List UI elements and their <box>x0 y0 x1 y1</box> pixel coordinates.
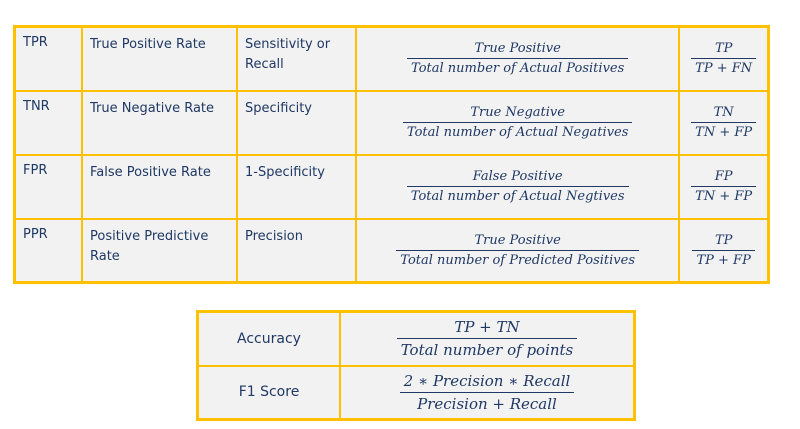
formula-numerator: True Positive <box>474 232 561 248</box>
summary-denominator: Precision + Recall <box>399 391 575 413</box>
formula-denominator: Total number of Actual Positives <box>407 58 629 76</box>
metric-abbreviation: PPR <box>13 217 83 284</box>
summary-formula: 2 ∗ Precision ∗ Recall Precision + Recal… <box>339 364 636 421</box>
metric-alias: Sensitivity or Recall <box>236 25 357 92</box>
formula-fraction: True Negative Total number of Actual Neg… <box>402 105 633 140</box>
short-numerator: TP <box>714 232 733 248</box>
short-fraction: FP TN + FP <box>691 169 757 204</box>
metric-abbreviation: TPR <box>13 25 83 92</box>
metric-formula: False Positive Total number of Actual Ne… <box>354 153 681 220</box>
summary-formula: TP + TN Total number of points <box>339 310 636 367</box>
summary-numerator: TP + TN <box>454 318 520 337</box>
metric-name: Positive Predictive Rate <box>81 217 238 284</box>
summary-label: Accuracy <box>196 310 341 367</box>
metrics-table: TPR True Positive Rate Sensitivity or Re… <box>13 25 770 284</box>
formula-denominator: Total number of Actual Negatives <box>402 122 633 140</box>
summary-numerator: 2 ∗ Precision ∗ Recall <box>403 371 571 390</box>
metric-formula: True Positive Total number of Actual Pos… <box>354 25 681 92</box>
summary-fraction: TP + TN Total number of points <box>396 318 578 359</box>
formula-numerator: True Positive <box>474 41 561 57</box>
table-row: F1 Score 2 ∗ Precision ∗ Recall Precisio… <box>196 364 636 421</box>
short-denominator: TP + FP <box>692 249 755 268</box>
metric-alias: Precision <box>236 217 357 284</box>
summary-denominator: Total number of points <box>396 338 578 359</box>
short-denominator: TN + FP <box>691 186 757 204</box>
short-denominator: TP + FN <box>691 58 757 76</box>
metric-abbreviation: TNR <box>13 89 83 156</box>
metric-name: True Positive Rate <box>81 25 238 92</box>
metric-short-formula: TP TP + FN <box>678 25 770 92</box>
formula-denominator: Total number of Predicted Positives <box>396 249 640 268</box>
table-row: FPR False Positive Rate 1-Specificity Fa… <box>13 153 770 220</box>
metric-abbreviation: FPR <box>13 153 83 220</box>
metric-short-formula: TP TP + FP <box>678 217 770 284</box>
metric-name: False Positive Rate <box>81 153 238 220</box>
short-fraction: TP TP + FN <box>691 41 757 76</box>
metric-short-formula: TN TN + FP <box>678 89 770 156</box>
formula-fraction: True Positive Total number of Actual Pos… <box>407 41 629 76</box>
metric-name: True Negative Rate <box>81 89 238 156</box>
short-fraction: TP TP + FP <box>692 232 755 268</box>
formula-fraction: False Positive Total number of Actual Ne… <box>406 169 629 204</box>
short-denominator: TN + FP <box>691 122 757 140</box>
metric-formula: True Positive Total number of Predicted … <box>354 217 681 284</box>
metric-alias: 1-Specificity <box>236 153 357 220</box>
summary-fraction: 2 ∗ Precision ∗ Recall Precision + Recal… <box>399 371 575 413</box>
metric-short-formula: FP TN + FP <box>678 153 770 220</box>
short-numerator: TP <box>714 41 733 57</box>
metric-alias: Specificity <box>236 89 357 156</box>
summary-table: Accuracy TP + TN Total number of points … <box>196 310 636 421</box>
formula-numerator: False Positive <box>472 169 563 184</box>
table-row: Accuracy TP + TN Total number of points <box>196 310 636 367</box>
metric-formula: True Negative Total number of Actual Neg… <box>354 89 681 156</box>
formula-denominator: Total number of Actual Negtives <box>406 186 629 204</box>
table-row: TPR True Positive Rate Sensitivity or Re… <box>13 25 770 92</box>
formula-fraction: True Positive Total number of Predicted … <box>396 232 640 268</box>
summary-label: F1 Score <box>196 364 341 421</box>
formula-numerator: True Negative <box>470 105 565 120</box>
short-fraction: TN TN + FP <box>691 105 757 140</box>
short-numerator: FP <box>714 169 733 184</box>
short-numerator: TN <box>713 105 734 120</box>
table-row: PPR Positive Predictive Rate Precision T… <box>13 217 770 284</box>
table-row: TNR True Negative Rate Specificity True … <box>13 89 770 156</box>
